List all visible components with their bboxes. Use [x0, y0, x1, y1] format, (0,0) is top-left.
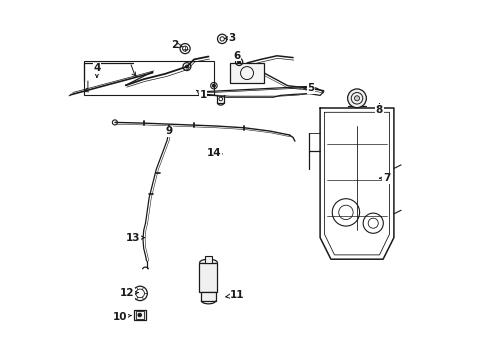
- Circle shape: [347, 89, 366, 108]
- Text: 11: 11: [225, 290, 244, 300]
- Circle shape: [237, 60, 240, 63]
- Text: 1: 1: [196, 90, 206, 100]
- Circle shape: [185, 65, 188, 68]
- Text: 5: 5: [303, 83, 314, 93]
- Circle shape: [212, 84, 215, 87]
- Bar: [133, 310, 146, 320]
- Text: 2: 2: [170, 40, 182, 50]
- Bar: [136, 311, 143, 319]
- Text: 4: 4: [93, 63, 101, 77]
- Text: 7: 7: [379, 173, 389, 183]
- Bar: [201, 292, 215, 301]
- Text: 8: 8: [375, 104, 382, 115]
- Text: 9: 9: [165, 125, 172, 136]
- Text: 14: 14: [206, 148, 222, 158]
- Text: 3: 3: [224, 33, 235, 43]
- Bar: [230, 63, 264, 83]
- Circle shape: [138, 313, 141, 317]
- Text: 13: 13: [125, 233, 144, 243]
- Bar: [199, 263, 217, 292]
- Bar: [204, 256, 212, 263]
- Bar: [84, 61, 213, 95]
- Text: 6: 6: [233, 51, 241, 62]
- Text: 12: 12: [120, 288, 138, 298]
- Text: 10: 10: [113, 312, 131, 322]
- Circle shape: [354, 96, 359, 101]
